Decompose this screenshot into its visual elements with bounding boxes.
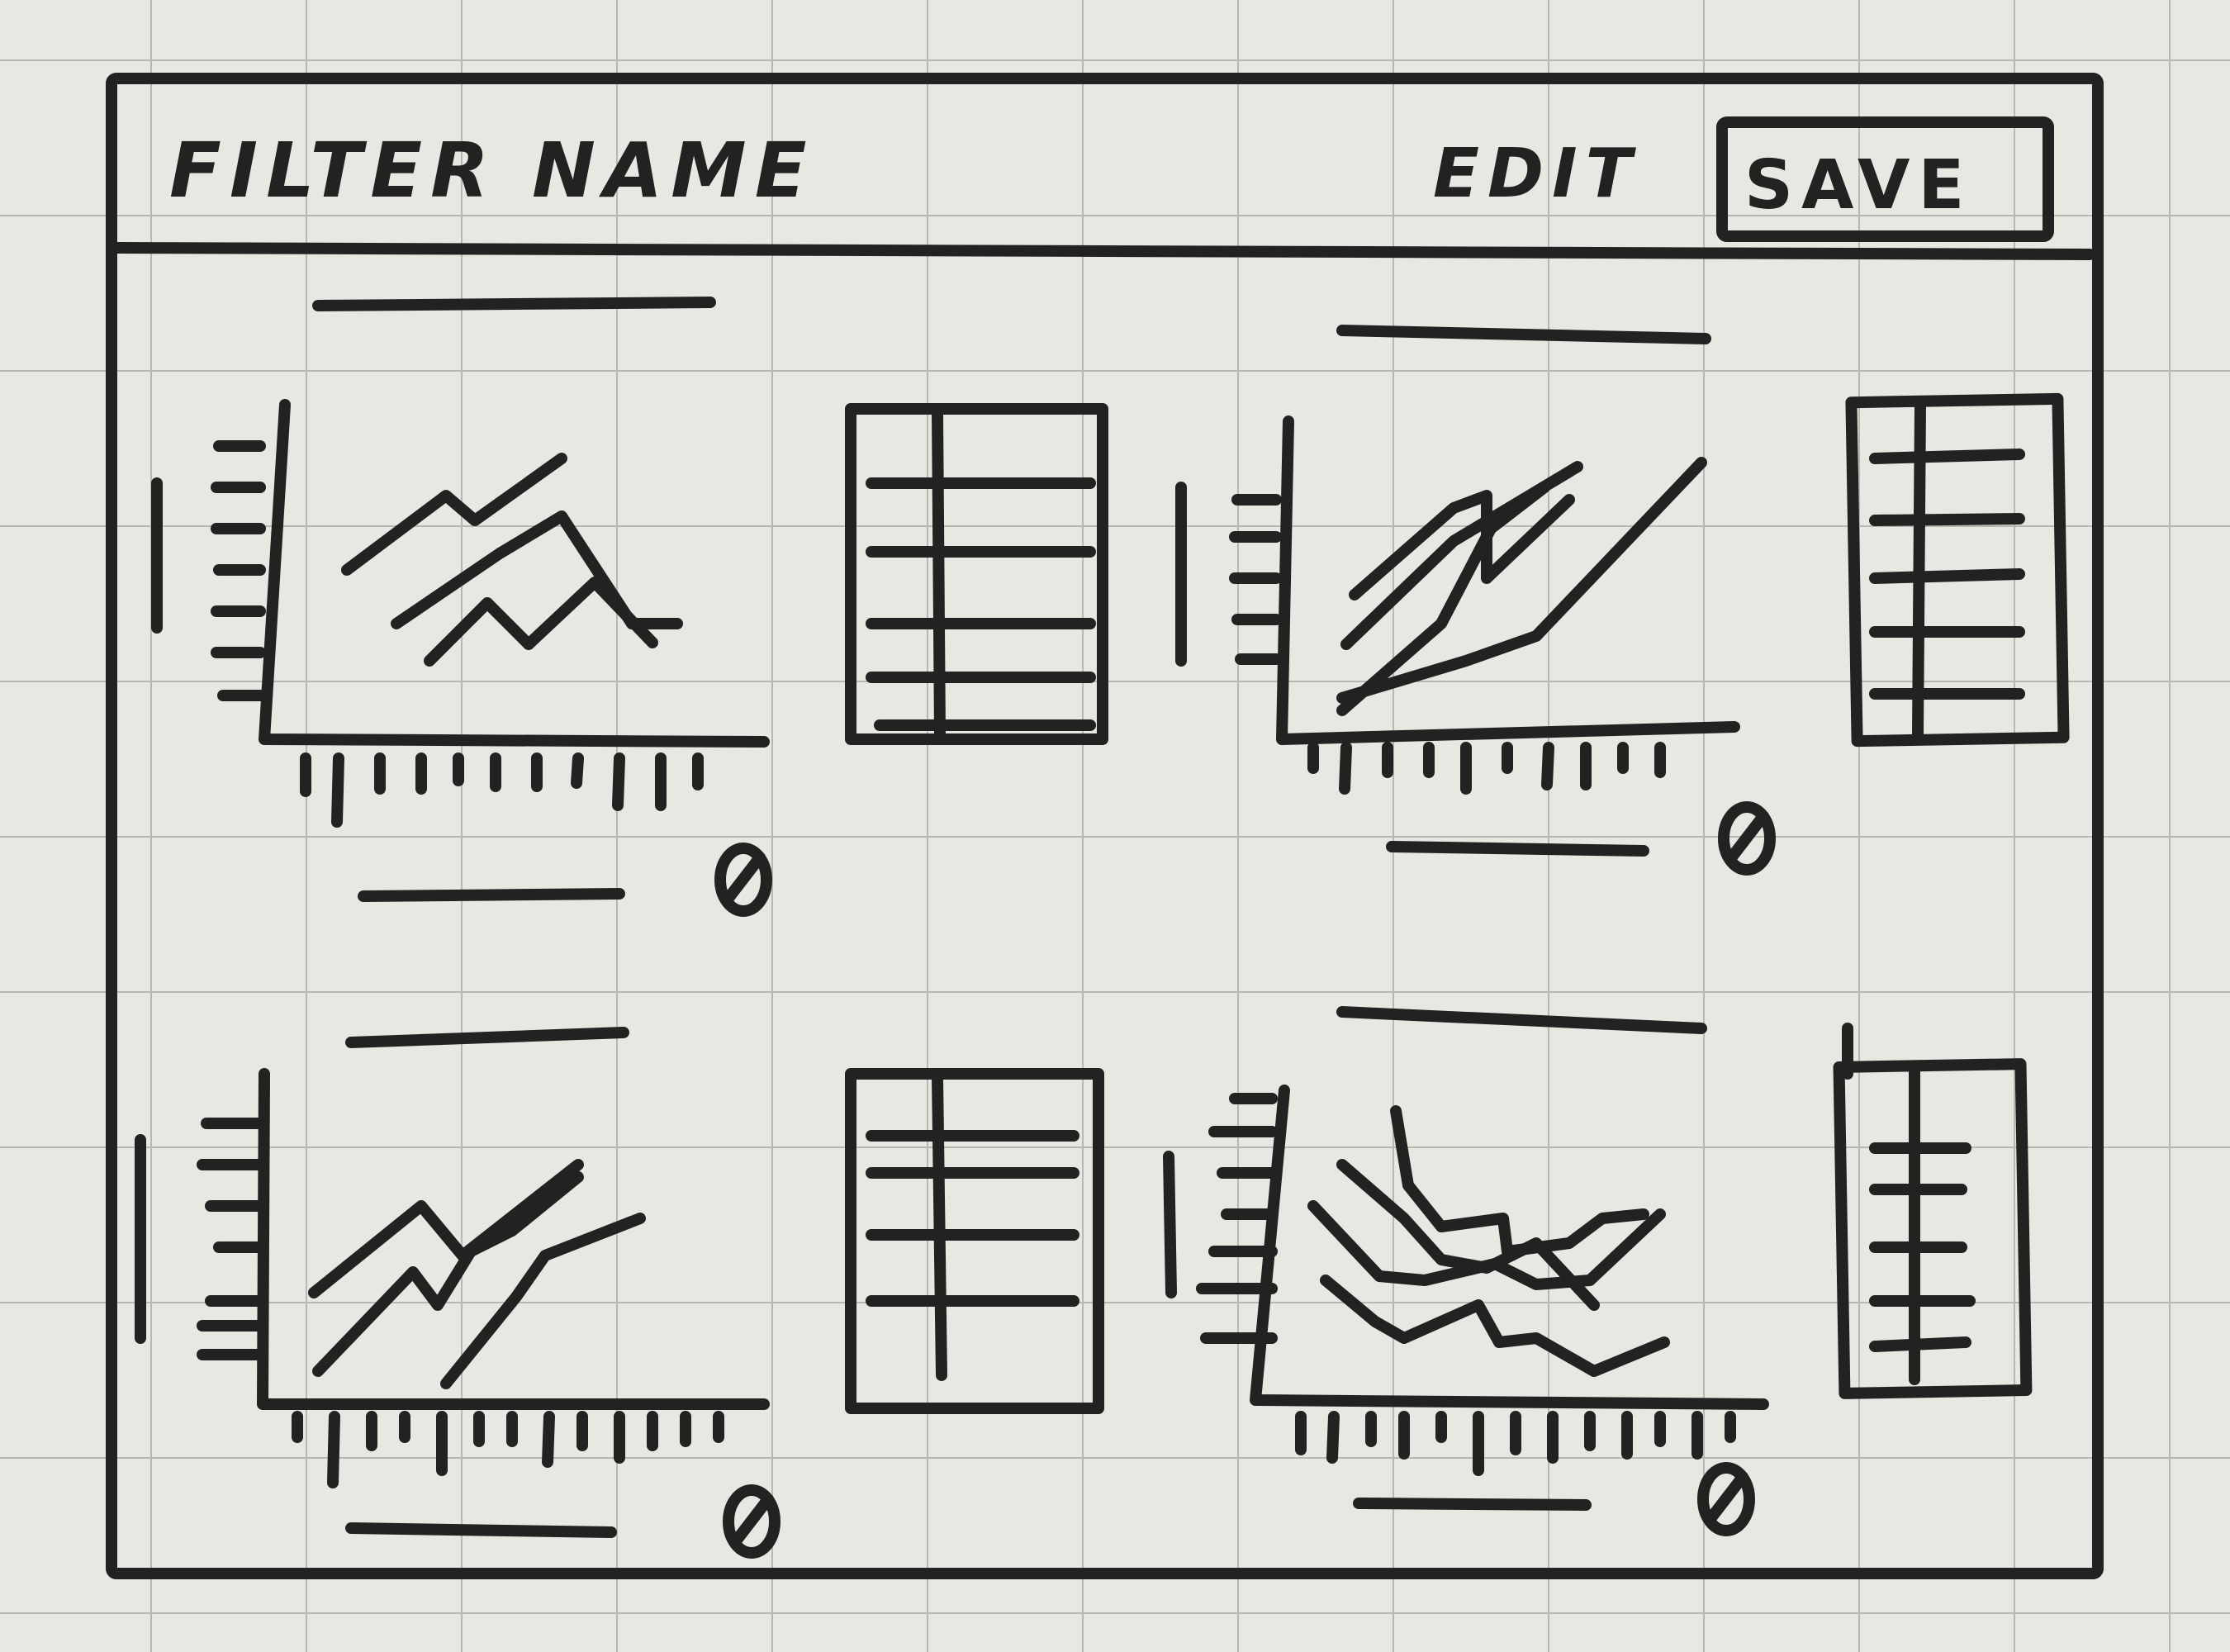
chart-series — [1307, 1105, 1670, 1377]
line-chart — [135, 1068, 770, 1488]
edit-button[interactable]: EDIT — [1433, 135, 1640, 213]
save-button-border — [1716, 116, 2054, 242]
panel-2 — [1175, 325, 2070, 876]
x-axis-ticks — [1307, 742, 1666, 795]
chart-series — [1336, 457, 1707, 716]
panel-3 — [135, 1027, 1104, 1559]
x-axis-ticks — [300, 752, 704, 828]
chart-caption-placeholder — [358, 888, 625, 902]
y-axis-ticks — [1229, 494, 1282, 665]
chart-series — [341, 453, 683, 667]
y-axis-ticks — [197, 1118, 266, 1360]
line-chart — [151, 399, 770, 828]
header-divider — [110, 242, 2095, 260]
data-table — [845, 1068, 1104, 1414]
line-chart — [1163, 1085, 1769, 1476]
chart-title-placeholder — [1336, 325, 1711, 344]
panel-1 — [151, 297, 1108, 917]
chart-axes — [1250, 1085, 1769, 1410]
gear-icon[interactable] — [1718, 801, 1776, 876]
line-chart — [1175, 415, 1740, 795]
page-title: FILTER NAME — [169, 126, 815, 215]
y-axis-label-placeholder — [1163, 1151, 1177, 1298]
chart-title-placeholder — [345, 1027, 629, 1048]
chart-title-placeholder — [312, 297, 716, 311]
chart-axes — [259, 399, 770, 748]
chart-axes — [257, 1068, 770, 1410]
x-axis-ticks — [292, 1411, 724, 1488]
y-axis-ticks — [211, 440, 266, 701]
data-table — [1845, 392, 2070, 748]
gear-icon[interactable] — [714, 843, 772, 917]
y-axis-ticks — [1196, 1093, 1278, 1344]
panel-4 — [1163, 1006, 2033, 1536]
chart-caption-placeholder — [1386, 841, 1649, 857]
header: FILTER NAME EDIT SAVE — [169, 116, 2054, 242]
chart-caption-placeholder — [1353, 1498, 1592, 1511]
chart-title-placeholder — [1336, 1006, 1707, 1034]
chart-caption-placeholder — [345, 1522, 617, 1538]
x-axis-ticks — [1295, 1411, 1736, 1476]
window-frame — [106, 73, 2104, 1579]
chart-series — [308, 1159, 646, 1389]
data-table — [845, 403, 1108, 745]
save-button-label: SAVE — [1744, 146, 1972, 225]
data-table — [1833, 1023, 2033, 1399]
chart-axes — [1276, 415, 1740, 745]
gear-icon[interactable] — [1697, 1462, 1755, 1536]
save-button[interactable]: SAVE — [1716, 116, 2054, 242]
gear-icon[interactable] — [723, 1484, 780, 1559]
